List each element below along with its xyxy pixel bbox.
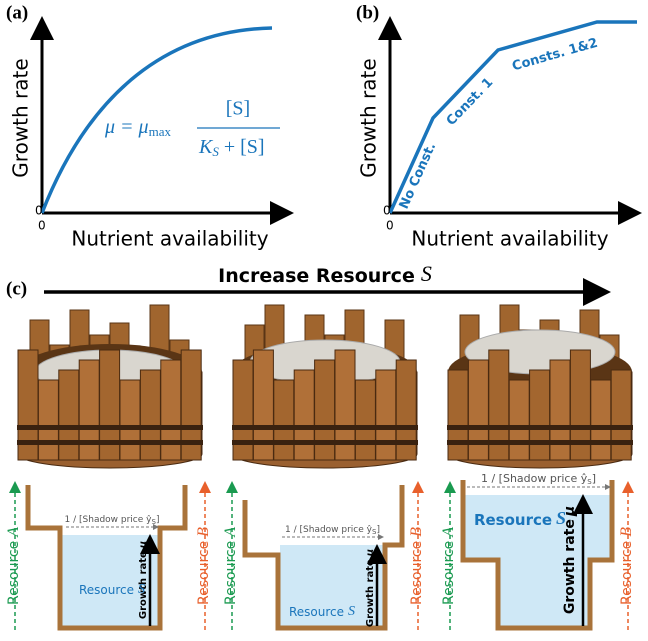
- stave: [120, 380, 140, 460]
- formula-numerator: [S]: [226, 98, 250, 120]
- arrow-label: Increase Resource S: [218, 261, 432, 286]
- growth-label: Growth rateμ: [138, 541, 149, 619]
- formula-part: + [S]: [219, 136, 265, 158]
- resource-label: Resource B: [618, 527, 635, 605]
- svg-text:KS + [S]: KS + [S]: [198, 136, 265, 159]
- variable: B: [618, 527, 635, 537]
- shadow-price-label: 1 / [Shadow price ŷS]: [65, 515, 160, 527]
- x-axis-label: Nutrient availability: [411, 227, 608, 251]
- stave: [530, 370, 550, 460]
- growth-label: Growth rate μ: [365, 549, 376, 627]
- resource-label: Resource A: [5, 527, 22, 605]
- text-part: Resource: [6, 541, 22, 605]
- stave: [355, 380, 375, 460]
- curve: [42, 28, 272, 213]
- stave: [591, 380, 611, 460]
- arrow-text: Increase Resource: [218, 265, 415, 287]
- text-part: 1 / [Shadow price ŷ: [65, 515, 153, 525]
- stave: [509, 380, 529, 460]
- text-part: Resource: [441, 541, 457, 605]
- axes: [42, 24, 288, 213]
- band: [447, 440, 633, 445]
- arrow-var: S: [421, 261, 432, 286]
- shadow-price-label: 1 / [Shadow price ŷS]: [285, 525, 380, 537]
- segment-label: Const. 1: [444, 75, 497, 129]
- panel-label: (b): [356, 2, 379, 23]
- origin: 0: [38, 219, 46, 233]
- resource-label: Resource A: [440, 527, 457, 605]
- variable: μ: [138, 541, 149, 549]
- variable: S: [556, 508, 566, 528]
- text-part: 1 / [Shadow price ŷ: [481, 472, 588, 485]
- resource-diagram: 1 / [Shadow price ŷS]Growth rateμResourc…: [440, 472, 635, 630]
- stave: [448, 370, 468, 460]
- stave: [140, 370, 160, 460]
- resource-label: Resource B: [195, 527, 212, 605]
- stave: [59, 370, 79, 460]
- figure: (a) Growth rate Nutrient availability 0 …: [0, 0, 648, 637]
- variable: S: [138, 582, 145, 597]
- resource-label: Resource B: [408, 527, 425, 605]
- text-part: Resource: [619, 541, 635, 605]
- text-part: ]: [156, 515, 160, 525]
- text-part: ]: [592, 472, 596, 485]
- band: [232, 425, 418, 430]
- text-part: Resource: [409, 541, 425, 605]
- text-part: ]: [376, 525, 380, 535]
- panel-label: (a): [6, 2, 28, 23]
- formula: μ = μmax [S] KS + [S]: [104, 98, 280, 159]
- stave: [294, 370, 314, 460]
- band: [447, 425, 633, 430]
- text-part: Resource: [223, 541, 239, 605]
- text-part: Resource: [289, 605, 344, 619]
- stave: [274, 380, 294, 460]
- barrels: [17, 305, 633, 468]
- diagrams: 1 / [Shadow price ŷS]Growth rateμResourc…: [5, 472, 635, 630]
- svg-text:μ = μmax: μ = μmax: [104, 116, 171, 139]
- y-axis-label: Growth rate: [357, 58, 381, 177]
- text-part: Growth rate: [562, 519, 578, 614]
- barrel: [232, 305, 418, 468]
- piecewise-curve: [390, 22, 637, 213]
- band: [17, 425, 203, 430]
- variable: S: [348, 604, 355, 619]
- origin: 0: [383, 204, 391, 218]
- y-axis-label: Growth rate: [9, 58, 33, 177]
- text-part: Resource: [79, 583, 134, 597]
- formula-sub: max: [149, 124, 172, 139]
- resource-diagram: 1 / [Shadow price ŷS]Growth rateμResourc…: [5, 484, 212, 630]
- barrel: [447, 305, 633, 468]
- stave: [376, 370, 396, 460]
- stave: [38, 380, 58, 460]
- resource-diagram: 1 / [Shadow price ŷS]Growth rateμResourc…: [222, 484, 425, 630]
- resource-label: Resource A: [222, 527, 239, 605]
- x-axis-label: Nutrient availability: [71, 227, 268, 251]
- stave: [611, 370, 631, 460]
- variable: B: [195, 527, 212, 537]
- text-part: 1 / [Shadow price ŷ: [285, 525, 373, 535]
- text-part: Resource: [196, 541, 212, 605]
- variable: A: [440, 527, 457, 538]
- panel-label: (c): [6, 278, 27, 299]
- formula-part: μ = μ: [104, 116, 149, 138]
- variable: A: [222, 527, 239, 538]
- variable: B: [408, 527, 425, 537]
- band: [232, 440, 418, 445]
- variable: μ: [365, 549, 376, 557]
- barrel: [17, 305, 203, 468]
- band: [17, 440, 203, 445]
- origin: 0: [386, 219, 394, 233]
- variable: A: [5, 527, 22, 538]
- shadow-price-label: 1 / [Shadow price ŷS]: [481, 472, 596, 486]
- origin: 0: [35, 204, 43, 218]
- text-part: Growth rate: [365, 559, 376, 627]
- text-part: Resource: [474, 511, 552, 529]
